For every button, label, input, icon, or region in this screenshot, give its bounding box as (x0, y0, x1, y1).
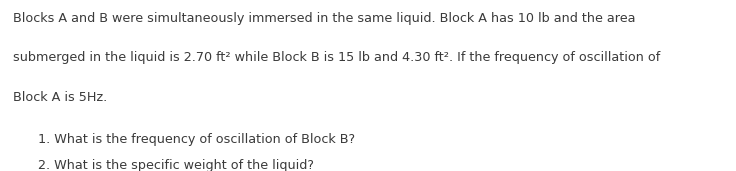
Text: 1. What is the frequency of oscillation of Block B?: 1. What is the frequency of oscillation … (38, 133, 355, 146)
Text: Blocks A and B were simultaneously immersed in the same liquid. Block A has 10 l: Blocks A and B were simultaneously immer… (13, 12, 636, 25)
Text: Block A is 5Hz.: Block A is 5Hz. (13, 91, 107, 104)
Text: submerged in the liquid is 2.70 ft² while Block B is 15 lb and 4.30 ft². If the : submerged in the liquid is 2.70 ft² whil… (13, 51, 660, 64)
Text: 2. What is the specific weight of the liquid?: 2. What is the specific weight of the li… (38, 159, 314, 171)
